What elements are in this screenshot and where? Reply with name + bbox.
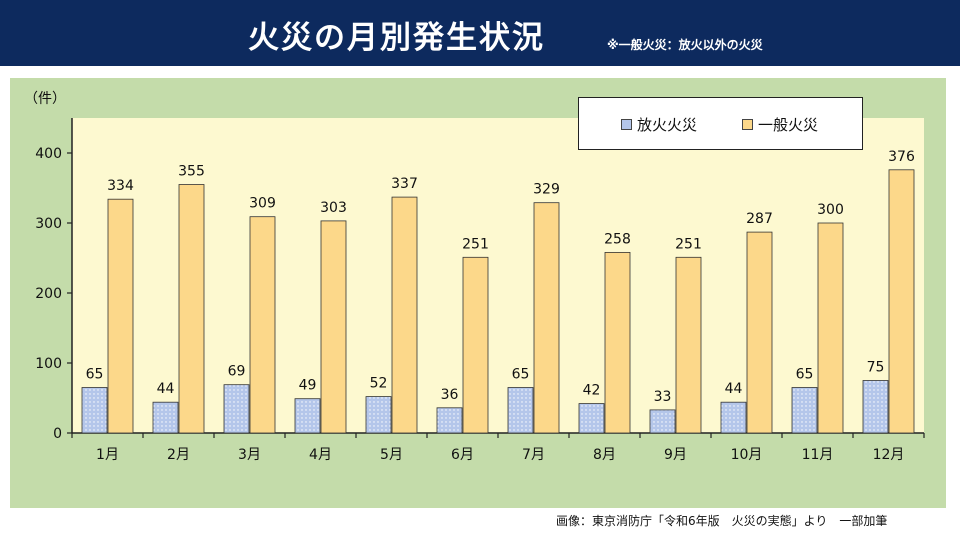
data-label-arson: 44 [725,381,743,397]
x-tick-label: 3月 [238,447,261,463]
bar-general [604,251,631,434]
y-tick-label: 100 [35,356,62,372]
bar-arson [152,401,179,434]
bar-arson [649,409,676,434]
bar-arson [294,398,321,434]
data-label-general: 300 [817,202,844,218]
legend-entry-arson: 放火火災 [621,114,697,134]
bar-arson [791,387,818,434]
data-label-general: 251 [675,236,702,252]
data-label-arson: 65 [86,367,104,383]
data-label-general: 376 [888,149,915,165]
data-label-arson: 44 [157,381,175,397]
data-label-general: 287 [746,211,773,227]
data-label-arson: 69 [228,364,246,380]
bar-general [178,184,205,434]
bar-arson [578,403,605,434]
x-tick-label: 6月 [451,447,474,463]
data-label-general: 337 [391,176,418,192]
bar-arson [436,407,463,434]
data-label-general: 258 [604,231,631,247]
y-tick-label: 0 [53,426,62,442]
source-credit: 画像：東京消防庁「令和6年版 火災の実態」より 一部加筆 [556,514,888,528]
x-tick-label: 1月 [96,447,119,463]
data-label-general: 334 [107,178,134,194]
bar-general [675,256,702,434]
bar-general [107,198,134,434]
bar-arson [507,387,534,434]
bar-arson [365,396,392,434]
bar-arson [862,380,889,434]
page-title: 火災の月別発生状況 [248,20,545,56]
legend-label-arson: 放火火災 [637,115,698,134]
chart-legend: 放火火災 一般火災 [578,97,863,150]
x-tick-label: 5月 [380,447,403,463]
legend-swatch-general [742,118,753,130]
x-tick-label: 8月 [593,447,616,463]
data-label-general: 303 [320,200,347,216]
x-tick-label: 12月 [873,447,905,463]
bar-general [462,256,489,434]
data-label-arson: 42 [583,383,601,399]
plot-area [72,118,924,433]
data-label-general: 251 [462,236,489,252]
bar-general [391,196,418,434]
data-label-arson: 65 [512,367,530,383]
y-tick-label: 200 [35,286,62,302]
bar-general [320,220,347,434]
bar-arson [720,401,747,434]
bar-arson [81,387,108,434]
bar-general [817,222,844,434]
data-label-arson: 52 [370,376,388,392]
x-tick-label: 4月 [309,447,332,463]
data-label-arson: 33 [654,389,672,405]
bar-general [746,231,773,434]
x-tick-label: 11月 [802,447,834,463]
data-label-general: 329 [533,182,560,198]
x-tick-label: 7月 [522,447,545,463]
bar-arson [223,384,250,434]
legend-label-general: 一般火災 [758,115,819,134]
legend-entry-general: 一般火災 [742,114,818,134]
title-note: ※一般火災：放火以外の火災 [607,38,763,52]
data-label-arson: 36 [441,387,459,403]
data-label-general: 355 [178,164,205,180]
bar-general [533,202,560,434]
bar-general [888,169,915,434]
y-tick-label: 300 [35,216,62,232]
bar-general [249,216,276,434]
data-label-general: 309 [249,196,276,212]
y-axis-unit-label: （件） [24,91,66,107]
x-tick-label: 2月 [167,447,190,463]
data-label-arson: 75 [867,360,885,376]
data-label-arson: 65 [796,367,814,383]
data-label-arson: 49 [299,378,317,394]
x-tick-label: 10月 [731,447,763,463]
legend-swatch-arson [621,118,632,130]
title-banner: 火災の月別発生状況 ※一般火災：放火以外の火災 [0,0,960,66]
x-tick-label: 9月 [664,447,687,463]
y-tick-label: 400 [35,146,62,162]
